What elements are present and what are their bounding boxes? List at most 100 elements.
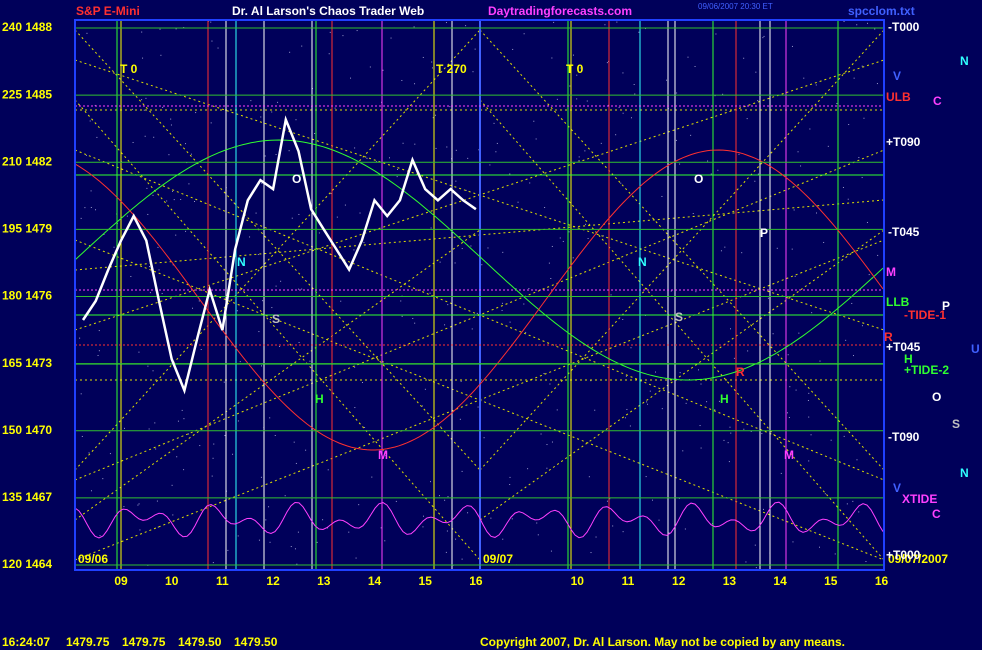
cycle-line bbox=[74, 139, 884, 381]
speckle bbox=[568, 231, 570, 233]
speckle bbox=[280, 280, 282, 282]
speckle bbox=[626, 408, 628, 410]
speckle bbox=[471, 328, 473, 330]
annotation: -T045 bbox=[888, 225, 920, 239]
speckle bbox=[138, 351, 140, 353]
speckle bbox=[217, 47, 219, 49]
annotation: C bbox=[933, 94, 942, 108]
speckle bbox=[80, 393, 82, 395]
speckle bbox=[390, 37, 392, 39]
speckle bbox=[707, 160, 709, 162]
speckle bbox=[438, 495, 440, 497]
speckle bbox=[587, 238, 589, 240]
speckle bbox=[615, 134, 617, 136]
speckle bbox=[289, 51, 291, 53]
speckle bbox=[572, 257, 574, 259]
speckle bbox=[700, 447, 702, 449]
speckle bbox=[836, 102, 838, 104]
speckle bbox=[727, 442, 729, 444]
speckle bbox=[89, 120, 91, 122]
speckle bbox=[440, 426, 442, 428]
speckle bbox=[856, 459, 858, 461]
speckle bbox=[422, 526, 424, 528]
file-name: spcclom.txt bbox=[848, 4, 915, 18]
annotation: P bbox=[760, 226, 768, 240]
speckle bbox=[354, 366, 356, 368]
speckle bbox=[171, 484, 173, 486]
speckle bbox=[544, 207, 546, 209]
speckle bbox=[866, 221, 868, 223]
speckle bbox=[791, 45, 793, 47]
speckle bbox=[185, 143, 187, 145]
speckle bbox=[546, 444, 548, 446]
speckle bbox=[429, 292, 431, 294]
speckle bbox=[569, 85, 571, 87]
speckle bbox=[661, 408, 663, 410]
speckle bbox=[684, 528, 686, 530]
speckle bbox=[327, 527, 329, 529]
speckle bbox=[190, 153, 192, 155]
speckle bbox=[233, 202, 235, 204]
speckle bbox=[647, 403, 649, 405]
speckle bbox=[257, 254, 259, 256]
speckle bbox=[380, 527, 382, 529]
speckle bbox=[729, 426, 731, 428]
speckle bbox=[549, 383, 551, 385]
site: Daytradingforecasts.com bbox=[488, 4, 632, 18]
speckle bbox=[200, 349, 202, 351]
speckle bbox=[250, 100, 252, 102]
speckle bbox=[741, 252, 743, 254]
speckle bbox=[556, 98, 558, 100]
speckle bbox=[634, 93, 636, 95]
speckle bbox=[470, 245, 472, 247]
speckle bbox=[455, 149, 457, 151]
speckle bbox=[265, 519, 267, 521]
speckle bbox=[148, 428, 150, 430]
speckle bbox=[432, 117, 434, 119]
speckle bbox=[288, 150, 290, 152]
speckle bbox=[517, 201, 519, 203]
speckle bbox=[180, 198, 182, 200]
speckle bbox=[867, 22, 869, 24]
speckle bbox=[861, 177, 863, 179]
speckle bbox=[586, 100, 588, 102]
speckle bbox=[132, 108, 134, 110]
speckle bbox=[706, 401, 708, 403]
speckle bbox=[137, 504, 139, 506]
speckle bbox=[400, 300, 402, 302]
speckle bbox=[622, 112, 624, 114]
speckle bbox=[808, 460, 810, 462]
annotation: M bbox=[886, 265, 896, 279]
speckle bbox=[90, 490, 92, 492]
speckle bbox=[761, 433, 763, 435]
speckle bbox=[188, 433, 190, 435]
speckle bbox=[212, 562, 214, 564]
speckle bbox=[80, 217, 82, 219]
speckle bbox=[743, 57, 745, 59]
speckle bbox=[856, 24, 858, 26]
speckle bbox=[175, 28, 177, 30]
speckle bbox=[477, 406, 479, 408]
y-tick-label: 165 1473 bbox=[2, 356, 52, 370]
speckle bbox=[354, 147, 356, 149]
speckle bbox=[819, 546, 821, 548]
speckle bbox=[509, 321, 511, 323]
speckle bbox=[847, 198, 849, 200]
annotation: -TIDE-1 bbox=[904, 308, 946, 322]
speckle bbox=[309, 360, 311, 362]
speckle bbox=[512, 48, 514, 50]
speckle bbox=[176, 456, 178, 458]
speckle bbox=[157, 526, 159, 528]
speckle bbox=[645, 476, 647, 478]
speckle bbox=[651, 499, 653, 501]
speckle bbox=[808, 392, 810, 394]
speckle bbox=[166, 200, 168, 202]
speckle bbox=[551, 441, 553, 443]
annotation: N bbox=[638, 255, 647, 269]
speckle bbox=[274, 434, 276, 436]
speckle bbox=[380, 101, 382, 103]
speckle bbox=[258, 539, 260, 541]
speckle bbox=[616, 21, 618, 23]
